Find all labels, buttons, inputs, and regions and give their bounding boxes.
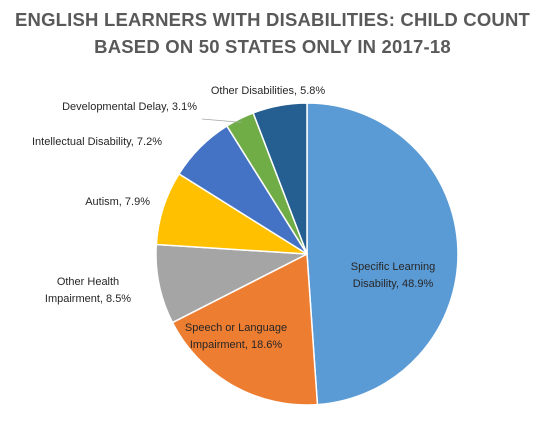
pie-slices: [155, 102, 459, 406]
slice-label-autism: Autism, 7.9%: [85, 196, 150, 208]
slice-label-other-disabilities: Other Disabilities, 5.8%: [211, 85, 326, 97]
slice-label-line: Developmental Delay, 3.1%: [62, 101, 197, 113]
pie-slice-speech-or-language-impairment: [171, 253, 319, 406]
slice-label-line: Disability, 48.9%: [353, 278, 434, 290]
slice-label-line: Specific Learning: [351, 261, 435, 273]
pie-slice-other-disabilities: [252, 102, 308, 255]
slice-label-line: Other Health: [57, 276, 119, 288]
leader-lines: [201, 118, 242, 123]
slice-labels: Specific Learning Disability, 48.9% Speech…: [32, 85, 435, 351]
slice-label-line: Impairment, 18.6%: [190, 339, 283, 351]
chart-title-line-2: BASED ON 50 STATES ONLY IN 2017-18: [94, 36, 451, 57]
slice-label-speech-or-language-impairment: Speech or Language Impairment, 18.6%: [185, 322, 287, 351]
slice-label-line: Intellectual Disability, 7.2%: [32, 136, 162, 148]
slice-label-intellectual-disability: Intellectual Disability, 7.2%: [32, 136, 162, 148]
slice-label-line: Autism, 7.9%: [85, 196, 150, 208]
chart-title-line-1: ENGLISH LEARNERS WITH DISABILITIES: CHIL…: [14, 9, 531, 30]
slice-label-line: Other Disabilities, 5.8%: [211, 85, 326, 97]
slice-label-specific-learning-disability: Specific Learning Disability, 48.9%: [351, 261, 435, 290]
pie-slice-specific-learning-disability: [306, 102, 459, 406]
slice-label-developmental-delay: Developmental Delay, 3.1%: [62, 101, 197, 113]
leader-line-developmental-delay: [201, 118, 242, 123]
slice-label-other-health-impairment: Other Health Impairment, 8.5%: [45, 276, 131, 305]
slice-label-line: Impairment, 8.5%: [45, 293, 131, 305]
slice-label-line: Speech or Language: [185, 322, 287, 334]
